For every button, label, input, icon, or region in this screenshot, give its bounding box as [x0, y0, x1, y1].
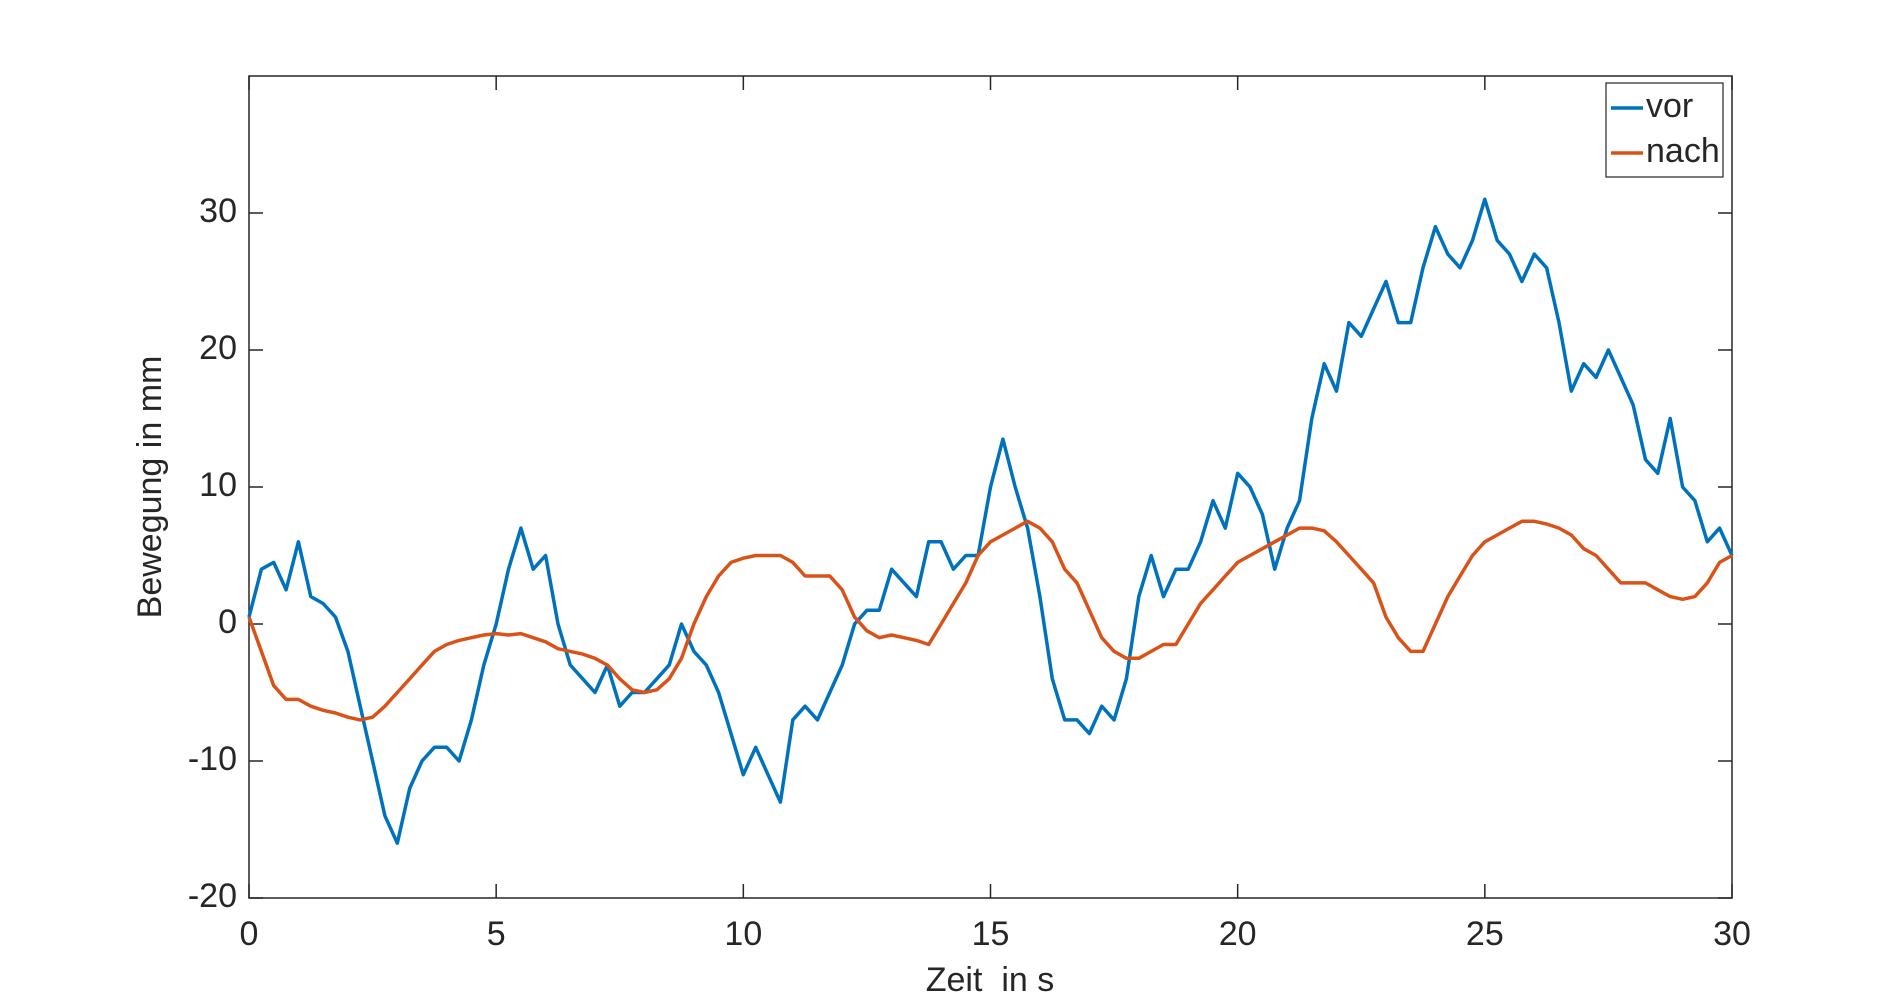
x-axis-label: Zeit in s — [926, 961, 1054, 999]
x-tick-label: 30 — [1713, 915, 1751, 953]
x-tick-label: 0 — [240, 915, 259, 953]
x-tick-label: 25 — [1466, 915, 1504, 953]
line-series — [247, 197, 1734, 845]
y-tick-label: 10 — [199, 466, 237, 504]
y-axis-label: Bewegung in mm — [131, 356, 169, 619]
x-tick-label: 15 — [972, 915, 1010, 953]
x-tick-label: 20 — [1219, 915, 1257, 953]
y-tick-label: 30 — [199, 192, 237, 230]
legend-label: nach — [1646, 132, 1720, 170]
legend-box — [1605, 82, 1724, 178]
y-tick-label: -10 — [188, 740, 237, 778]
line-series — [247, 519, 1733, 722]
y-tick-label: 0 — [218, 603, 237, 641]
y-tick-label: -20 — [188, 877, 237, 915]
legend-label: vor — [1646, 87, 1693, 125]
x-tick-label: 10 — [724, 915, 762, 953]
y-tick-label: 20 — [199, 329, 237, 367]
x-tick-label: 5 — [487, 915, 506, 953]
